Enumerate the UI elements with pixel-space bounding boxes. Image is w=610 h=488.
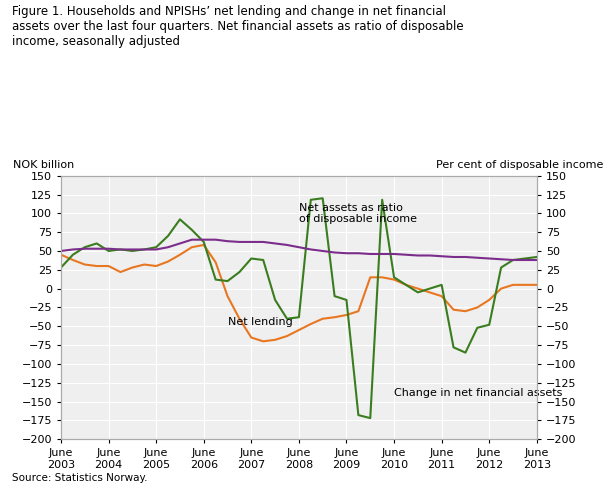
- Text: Source: Statistics Norway.: Source: Statistics Norway.: [12, 473, 148, 483]
- Text: NOK billion: NOK billion: [13, 161, 74, 170]
- Text: Net assets as ratio
of disposable income: Net assets as ratio of disposable income: [299, 203, 417, 224]
- Text: Change in net financial assets: Change in net financial assets: [394, 387, 562, 398]
- Text: Net lending: Net lending: [228, 317, 292, 327]
- Text: Figure 1. Households and NPISHs’ net lending and change in net financial
assets : Figure 1. Households and NPISHs’ net len…: [12, 5, 464, 48]
- Text: Per cent of disposable income: Per cent of disposable income: [436, 161, 603, 170]
